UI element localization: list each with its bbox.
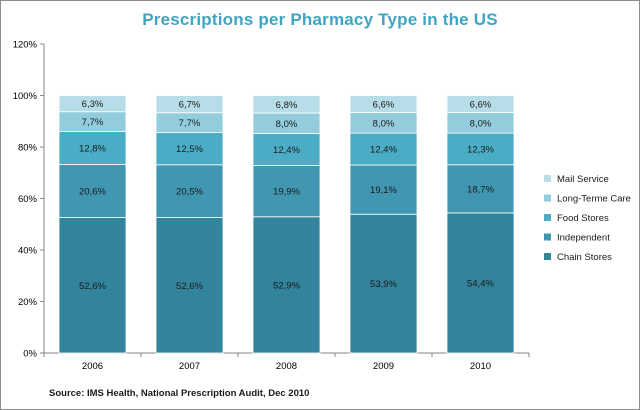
bar-segment xyxy=(155,217,224,354)
y-tick-label: 120% xyxy=(13,40,38,51)
bar-segment xyxy=(446,95,515,113)
legend-swatch xyxy=(544,175,551,182)
x-tick-label: 2010 xyxy=(470,361,491,372)
data-label: 52,6% xyxy=(176,281,203,292)
bar-segment xyxy=(446,212,515,354)
bar-segment xyxy=(252,133,321,166)
data-label: 19,9% xyxy=(273,187,300,198)
bar-segment xyxy=(58,131,127,165)
legend-label: Mail Service xyxy=(557,174,609,185)
legend-swatch xyxy=(544,194,551,202)
bar-segment xyxy=(58,164,127,218)
y-tick-label: 80% xyxy=(18,143,38,154)
data-label: 12,8% xyxy=(79,144,106,155)
x-tick-label: 2007 xyxy=(179,361,200,372)
x-tick-label: 2009 xyxy=(373,361,394,372)
data-label: 12,5% xyxy=(176,144,203,155)
bar-segment xyxy=(155,95,224,114)
data-label: 20,6% xyxy=(79,187,106,198)
data-label: 6,6% xyxy=(373,99,395,110)
legend-swatch xyxy=(544,214,551,221)
data-label: 8,0% xyxy=(470,118,492,129)
bar-segment xyxy=(155,164,224,218)
bar-segment xyxy=(446,164,515,214)
y-tick-label: 100% xyxy=(13,91,38,102)
legend-swatch xyxy=(544,233,551,241)
data-label: 54,4% xyxy=(467,278,494,289)
bar-segment xyxy=(349,132,418,166)
bar-segment xyxy=(58,217,127,354)
data-label: 52,6% xyxy=(79,281,106,292)
bar-segment xyxy=(252,216,321,354)
data-label: 19,1% xyxy=(370,185,397,196)
data-label: 12,4% xyxy=(370,145,397,156)
bar-segment xyxy=(58,95,127,113)
data-label: 20,5% xyxy=(176,187,203,198)
y-tick-label: 20% xyxy=(18,297,38,308)
data-label: 12,4% xyxy=(273,145,300,156)
data-label: 7,7% xyxy=(179,118,201,129)
data-label: 6,3% xyxy=(82,99,104,110)
legend-label: Food Stores xyxy=(557,213,609,224)
data-label: 6,6% xyxy=(470,99,492,110)
y-tick-label: 40% xyxy=(18,246,38,257)
data-label: 6,7% xyxy=(179,100,201,111)
x-tick-label: 2008 xyxy=(276,361,297,372)
y-tick-label: 60% xyxy=(18,194,38,205)
bar-segment xyxy=(155,132,224,166)
data-label: 18,7% xyxy=(467,184,494,195)
bar-segment xyxy=(349,95,418,113)
bar-segment xyxy=(446,132,515,166)
source-note: Source: IMS Health, National Prescriptio… xyxy=(49,388,310,399)
y-tick-label: 0% xyxy=(23,349,37,360)
data-label: 12,3% xyxy=(467,144,494,155)
bar-segment xyxy=(252,95,321,114)
legend-label: Chain Stores xyxy=(557,252,612,263)
data-label: 8,0% xyxy=(276,119,298,130)
legend-label: Long-Terme Care xyxy=(557,194,631,205)
data-label: 53,9% xyxy=(370,279,397,290)
data-label: 7,7% xyxy=(82,117,104,128)
chart-title: Prescriptions per Pharmacy Type in the U… xyxy=(142,10,498,29)
data-label: 52,9% xyxy=(273,280,300,291)
legend-swatch xyxy=(544,253,551,260)
x-tick-label: 2006 xyxy=(82,361,103,372)
data-label: 6,8% xyxy=(276,100,298,111)
legend-label: Independent xyxy=(557,233,610,244)
bar-segment xyxy=(349,213,418,354)
data-label: 8,0% xyxy=(373,118,395,129)
